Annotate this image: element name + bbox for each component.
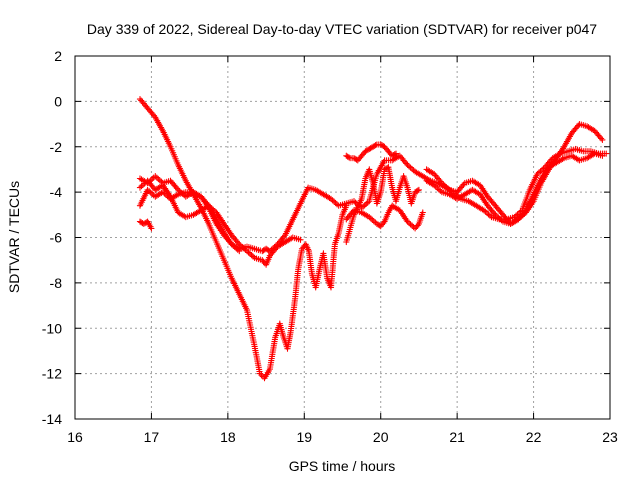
axis-ticks <box>74 55 611 420</box>
y-tick-label: -12 <box>42 366 62 382</box>
data-series <box>136 95 610 382</box>
series-track-d <box>136 186 243 255</box>
x-tick-label: 17 <box>144 429 160 445</box>
x-tick-label: 16 <box>67 429 83 445</box>
y-tick-label: -2 <box>50 139 63 155</box>
y-tick-label: -4 <box>50 184 63 200</box>
x-tick-label: 22 <box>526 429 542 445</box>
chart-title: Day 339 of 2022, Sidereal Day-to-day VTE… <box>87 21 597 37</box>
series-track-h <box>343 141 400 164</box>
grid-lines <box>75 56 610 419</box>
y-tick-label: 0 <box>54 93 62 109</box>
x-tick-label: 19 <box>296 429 312 445</box>
x-tick-label: 23 <box>602 429 618 445</box>
series-track-b <box>136 145 610 255</box>
y-tick-label: -14 <box>42 411 62 427</box>
series-track-j <box>423 150 606 228</box>
series-track-i <box>423 120 606 228</box>
y-tick-label: -6 <box>50 230 63 246</box>
series-track-f <box>343 202 426 232</box>
x-tick-label: 21 <box>449 429 465 445</box>
y-tick-label: -10 <box>42 320 62 336</box>
x-tick-label: 20 <box>373 429 389 445</box>
y-tick-labels: 2 0 -2 -4 -6 -8 -10 -12 -14 <box>42 48 62 427</box>
x-tick-label: 18 <box>220 429 236 445</box>
series-track-a <box>136 95 350 382</box>
y-tick-label: 2 <box>54 48 62 64</box>
x-axis-title: GPS time / hours <box>289 458 396 474</box>
x-tick-labels: 16 17 18 19 20 21 22 23 <box>67 429 618 445</box>
y-tick-label: -8 <box>50 275 63 291</box>
series-track-e <box>136 218 155 232</box>
y-axis-title: SDTVAR / TECUs <box>6 181 22 293</box>
series-track-g <box>343 164 423 246</box>
